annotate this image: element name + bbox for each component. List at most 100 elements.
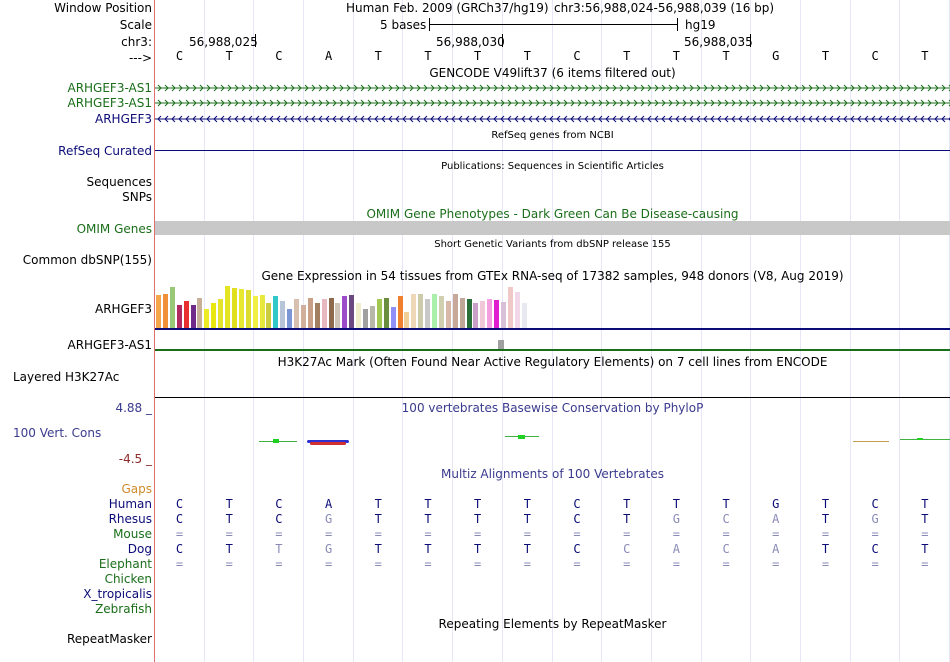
- gtex-as1-bar[interactable]: [498, 340, 504, 349]
- species-label[interactable]: Human: [108, 497, 152, 511]
- base-gridline: [601, 0, 602, 662]
- gtex-tissue-bar[interactable]: [418, 294, 424, 328]
- gencode-gene-line[interactable]: [155, 96, 950, 110]
- gtex-tissue-bar[interactable]: [245, 290, 251, 328]
- gtex-expression-bars[interactable]: [155, 286, 535, 328]
- alignment-base: T: [474, 512, 482, 526]
- gtex-tissue-bar[interactable]: [432, 294, 437, 328]
- alignment-base: T: [921, 512, 929, 526]
- gtex-tissue-bar[interactable]: [190, 305, 196, 328]
- gtex-tissue-bar[interactable]: [390, 307, 396, 328]
- alignment-base: =: [672, 557, 680, 571]
- species-label[interactable]: Elephant: [98, 557, 152, 571]
- gtex-gene-label[interactable]: ARHGEF3-AS1: [67, 338, 152, 352]
- gtex-tissue-bar[interactable]: [156, 295, 161, 328]
- gtex-tissue-bar[interactable]: [507, 287, 513, 328]
- gencode-gene-line[interactable]: [155, 112, 950, 126]
- species-label[interactable]: Dog: [127, 542, 152, 556]
- gtex-tissue-bar[interactable]: [197, 298, 203, 328]
- publications-sequences-label[interactable]: Sequences: [86, 175, 152, 189]
- gtex-tissue-bar[interactable]: [259, 295, 265, 328]
- gencode-track-label[interactable]: ARHGEF3: [95, 112, 152, 126]
- alignment-base: =: [573, 527, 581, 541]
- gtex-tissue-bar[interactable]: [521, 303, 527, 328]
- gtex-tissue-bar[interactable]: [363, 309, 368, 328]
- gtex-tissue-bar[interactable]: [404, 312, 410, 328]
- gtex-tissue-bar[interactable]: [211, 303, 217, 328]
- gtex-tissue-bar[interactable]: [459, 298, 465, 328]
- gtex-tissue-bar[interactable]: [335, 303, 341, 328]
- gtex-tissue-bar[interactable]: [349, 295, 355, 328]
- gtex-tissue-bar[interactable]: [501, 302, 506, 328]
- omim-track-label[interactable]: OMIM Genes: [76, 222, 152, 236]
- gtex-tissue-bar[interactable]: [162, 294, 168, 328]
- gtex-tissue-bar[interactable]: [218, 299, 224, 328]
- conservation-min-label: -4.5 _: [118, 452, 152, 466]
- gtex-tissue-bar[interactable]: [183, 301, 189, 328]
- gtex-tissue-bar[interactable]: [494, 300, 500, 328]
- species-label[interactable]: X_tropicalis: [83, 587, 152, 601]
- window-position-label: Window Position: [54, 1, 152, 15]
- gtex-tissue-bar[interactable]: [514, 292, 520, 328]
- gtex-tissue-bar[interactable]: [238, 289, 244, 328]
- repeatmasker-track-label[interactable]: RepeatMasker: [66, 632, 152, 646]
- gtex-tissue-bar[interactable]: [307, 298, 313, 328]
- gtex-gene-label[interactable]: ARHGEF3: [95, 302, 152, 316]
- h3k27ac-track-label[interactable]: Layered H3K27Ac: [13, 370, 120, 384]
- gtex-tissue-bar[interactable]: [445, 301, 451, 328]
- gtex-tissue-bar[interactable]: [252, 296, 258, 328]
- gtex-tissue-bar[interactable]: [487, 299, 493, 328]
- gtex-tissue-bar[interactable]: [383, 298, 389, 328]
- species-label[interactable]: Mouse: [113, 527, 152, 541]
- gtex-tissue-bar[interactable]: [176, 305, 182, 328]
- gtex-tissue-bar[interactable]: [397, 296, 403, 328]
- refseq-gene-line[interactable]: [155, 150, 950, 151]
- gtex-tissue-bar[interactable]: [438, 296, 444, 328]
- publications-track-title: Publications: Sequences in Scientific Ar…: [441, 161, 664, 172]
- alignment-base: C: [623, 542, 631, 556]
- gtex-tissue-bar[interactable]: [266, 303, 272, 328]
- gtex-tissue-bar[interactable]: [321, 299, 327, 328]
- gtex-tissue-bar[interactable]: [376, 299, 382, 328]
- omim-phenotype-block[interactable]: [155, 221, 950, 235]
- gtex-tissue-bar[interactable]: [280, 301, 286, 328]
- sequence-base: T: [921, 49, 929, 63]
- gtex-tissue-bar[interactable]: [473, 303, 479, 328]
- gtex-tissue-bar[interactable]: [273, 296, 279, 328]
- gencode-track-label[interactable]: ARHGEF3-AS1: [67, 81, 152, 95]
- publications-snps-label[interactable]: SNPs: [122, 190, 152, 204]
- sequence-base: T: [623, 49, 631, 63]
- dbsnp-track-label[interactable]: Common dbSNP(155): [22, 253, 152, 267]
- alignment-base: C: [722, 512, 730, 526]
- species-label[interactable]: Chicken: [104, 572, 152, 586]
- gtex-tissue-bar[interactable]: [369, 306, 375, 328]
- gtex-tissue-bar[interactable]: [411, 294, 417, 328]
- gtex-tissue-bar[interactable]: [328, 298, 334, 328]
- gencode-gene-line[interactable]: [155, 81, 950, 95]
- gtex-tissue-bar[interactable]: [452, 294, 458, 328]
- gtex-tissue-bar[interactable]: [231, 288, 237, 328]
- phylop-mark: [853, 441, 889, 442]
- gtex-tissue-bar[interactable]: [342, 296, 348, 328]
- refseq-track-label[interactable]: RefSeq Curated: [58, 144, 152, 158]
- gtex-tissue-bar[interactable]: [294, 299, 299, 328]
- conservation-track-label[interactable]: 100 Vert. Cons: [13, 426, 102, 440]
- gtex-tissue-bar[interactable]: [314, 303, 320, 328]
- sequence-base: C: [573, 49, 581, 63]
- conservation-track-title: 100 vertebrates Basewise Conservation by…: [401, 401, 704, 415]
- gtex-tissue-bar[interactable]: [169, 287, 175, 328]
- species-label[interactable]: Rhesus: [108, 512, 152, 526]
- gtex-tissue-bar[interactable]: [204, 309, 210, 328]
- gtex-tissue-bar[interactable]: [225, 286, 230, 328]
- gencode-track-label[interactable]: ARHGEF3-AS1: [67, 96, 152, 110]
- gtex-tissue-bar[interactable]: [466, 299, 472, 328]
- gtex-tissue-bar[interactable]: [425, 299, 431, 328]
- tracks-panel[interactable]: Human Feb. 2009 (GRCh37/hg19) chr3:56,98…: [155, 0, 950, 662]
- gtex-tissue-bar[interactable]: [300, 305, 306, 328]
- gtex-tissue-bar[interactable]: [480, 301, 486, 328]
- sequence-base: T: [374, 49, 382, 63]
- species-label[interactable]: Zebrafish: [95, 602, 152, 616]
- gtex-tissue-bar[interactable]: [356, 303, 362, 328]
- gtex-tissue-bar[interactable]: [287, 309, 293, 328]
